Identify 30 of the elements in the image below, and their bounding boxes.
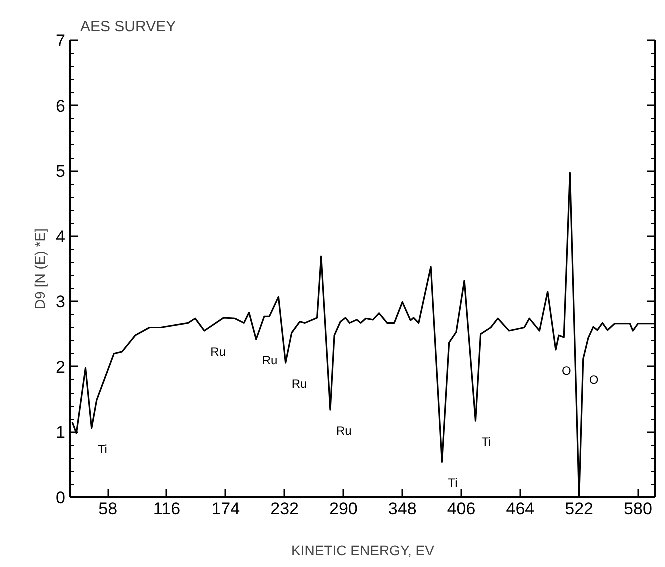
annotation: Ti — [448, 476, 458, 490]
y-tick-label: 7 — [56, 32, 66, 50]
annotation: Ru — [210, 345, 226, 360]
chart-title: AES SURVEY — [80, 18, 176, 36]
annotation: O — [589, 373, 599, 388]
annotation: O — [562, 364, 572, 378]
y-tick-label: 2 — [56, 358, 66, 377]
annotation: Ti — [482, 435, 492, 450]
y-tick-label: 5 — [56, 162, 66, 182]
y-tick-label: 4 — [56, 227, 66, 246]
annotation: Ru — [292, 377, 308, 392]
x-tick-label: 522 — [565, 500, 594, 518]
annotation: Ti — [98, 442, 108, 456]
x-tick-label: 348 — [388, 500, 417, 518]
y-tick-label: 6 — [56, 96, 66, 116]
x-axis-title: KINETIC ENERGY, EV — [292, 542, 436, 558]
x-tick-label: 580 — [624, 500, 652, 518]
y-axis-title: D9 [N (E) *E] — [32, 228, 48, 310]
y-tick-label: 3 — [56, 292, 66, 312]
x-tick-label: 116 — [153, 500, 181, 518]
x-tick-label: 290 — [330, 500, 358, 518]
x-tick-label: 174 — [212, 500, 240, 518]
x-tick-label: 58 — [98, 500, 118, 518]
x-tick-label: 232 — [270, 500, 299, 518]
y-tick-label: 0 — [56, 488, 66, 508]
x-tick-label: 406 — [447, 500, 476, 518]
annotation: Ru — [336, 424, 352, 438]
y-tick-label: 1 — [56, 423, 66, 442]
annotation: Ru — [262, 354, 278, 368]
x-tick-label: 464 — [506, 500, 535, 518]
